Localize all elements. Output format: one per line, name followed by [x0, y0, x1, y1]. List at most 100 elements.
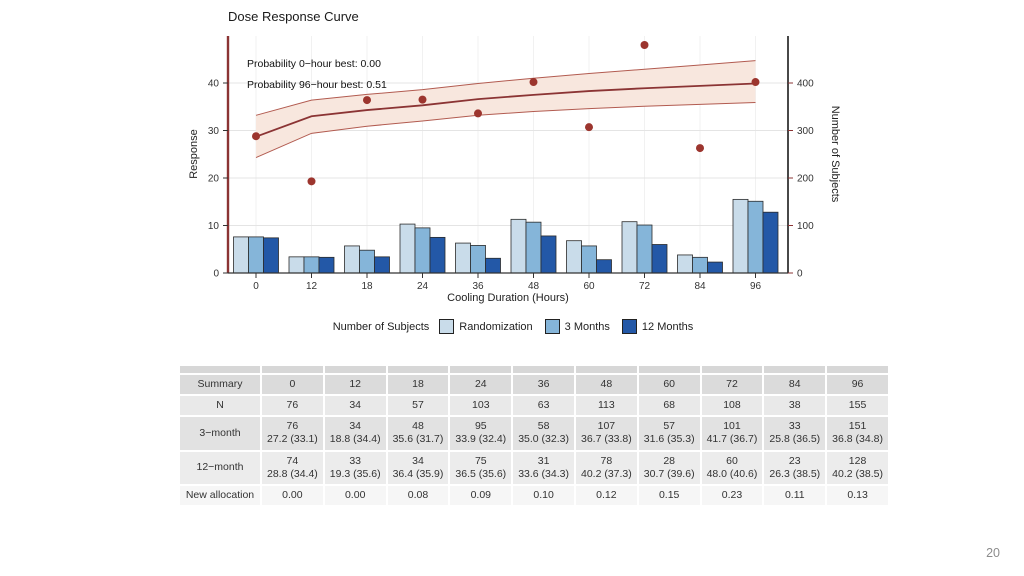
bar-randomization: [566, 240, 582, 274]
x-tick-label: 36: [472, 281, 484, 292]
chart-section: 0 10 20 30 40 0 100 200 300 400 0 12 18 24 36 48 60 72 84 9…: [183, 6, 843, 334]
bar-randomization: [344, 245, 360, 274]
bar-12-months: [374, 256, 390, 274]
table-cell: 155: [825, 394, 890, 418]
bar-12-months: [485, 257, 501, 274]
legend-label: Randomization: [459, 320, 533, 333]
table-cell: 151 36.8 (34.8): [825, 415, 890, 452]
data-point: [363, 96, 371, 105]
data-point: [640, 41, 649, 49]
table-cell: 12: [322, 372, 388, 397]
table-cell: 60 48.0 (40.6): [699, 449, 765, 486]
bar-3-months: [470, 245, 486, 274]
summary-table: Summary 0 12 18 24 36 48 60 72 84 96 N 76 34 57 103 63 11…: [178, 364, 890, 507]
legend-item: Randomization: [439, 319, 533, 334]
table-cell: [322, 364, 388, 375]
table-cell: 57: [385, 394, 451, 418]
bar-12-months: [429, 236, 446, 274]
table-cell: [385, 364, 451, 375]
table-cell: 84: [762, 372, 828, 397]
bar-12-months: [651, 244, 668, 274]
legend-swatch: [544, 319, 560, 334]
table-cell: 78 40.2 (37.3): [573, 449, 639, 486]
table-cell: [636, 364, 702, 375]
x-axis-title: Cooling Duration (Hours): [447, 292, 569, 304]
table-row-label: [178, 364, 262, 375]
table-cell: [825, 364, 890, 375]
bar-randomization: [455, 242, 471, 274]
data-point: [307, 177, 316, 186]
table-row: New allocation 0.00 0.00 0.08 0.09 0.10 0.12 0.…: [178, 483, 890, 507]
dose-response-curve: [255, 82, 756, 138]
right-tick-label: 0: [797, 269, 803, 280]
table-cell: 0.12: [573, 483, 639, 507]
table-cell: 0.11: [762, 483, 828, 507]
bar-3-months: [414, 227, 431, 274]
table-cell: 128 40.2 (38.5): [825, 449, 890, 486]
table-cell: 72: [699, 372, 765, 397]
table-cell: 0.09: [448, 483, 514, 507]
table-cell: 58 35.0 (32.3): [511, 415, 576, 452]
table-row-label: N: [178, 394, 262, 418]
confidence-band: [256, 60, 756, 158]
table-cell: [448, 364, 514, 375]
table-row-label: 12−month: [178, 449, 262, 486]
table-cell: [260, 364, 325, 375]
table-cell: 28 30.7 (39.6): [636, 449, 702, 486]
page-number: 20: [986, 546, 1000, 560]
table-cell: 0.08: [385, 483, 451, 507]
table-cell: 38: [762, 394, 828, 418]
right-tick-label: 100: [797, 221, 814, 232]
x-tick-label: 18: [361, 281, 373, 292]
right-tick-label: 300: [797, 126, 814, 137]
band-upper-line: [255, 60, 756, 116]
bar-randomization: [510, 218, 527, 274]
bar-12-months: [263, 237, 279, 274]
table-cell: 76: [260, 394, 325, 418]
table-cell: 18: [385, 372, 451, 397]
table-cell: [573, 364, 639, 375]
x-tick-label: 48: [528, 281, 540, 292]
legend-items: Randomization 3 Months 12 Months: [439, 319, 693, 334]
table-row: N 76 34 57 103 63 113 68 108 38 155: [178, 394, 890, 418]
x-tick-label: 60: [583, 281, 595, 292]
data-point: [418, 95, 427, 104]
annotation-prob-0hour: Probability 0−hour best: 0.00: [247, 58, 381, 70]
table-cell: 23 26.3 (38.5): [762, 449, 828, 486]
data-point: [474, 109, 482, 118]
table-cell: 75 36.5 (35.6): [448, 449, 514, 486]
table-cell: 48: [573, 372, 639, 397]
legend-swatch: [439, 319, 455, 334]
table-cell: 0: [260, 372, 325, 397]
y-right-axis-title: Number of Subjects: [829, 106, 841, 203]
bar-randomization: [732, 198, 749, 274]
table-cell: 63: [511, 394, 576, 418]
data-point: [252, 132, 260, 141]
table-cell: 48 35.6 (31.7): [385, 415, 451, 452]
right-tick-label: 400: [797, 79, 814, 90]
legend-item: 12 Months: [621, 319, 693, 334]
table-cell: 33 25.8 (36.5): [762, 415, 828, 452]
legend-label: 3 Months: [564, 320, 610, 333]
x-tick-label: 96: [750, 281, 762, 292]
table-cell: 0.23: [699, 483, 765, 507]
chart-legend: Number of Subjects Randomization 3 Months…: [183, 319, 843, 334]
table-cell: 103: [448, 394, 514, 418]
bar-3-months: [692, 256, 708, 274]
table-cell: [762, 364, 828, 375]
x-tick-label: 84: [694, 281, 706, 292]
table-cell: 36: [511, 372, 576, 397]
table-cell: 108: [699, 394, 765, 418]
bar-randomization: [233, 236, 249, 274]
bar-3-months: [248, 236, 264, 274]
table-cell: 95 33.9 (32.4): [448, 415, 514, 452]
table-row: [178, 364, 890, 375]
chart-title: Dose Response Curve: [228, 9, 359, 24]
x-tick-label: 12: [306, 281, 318, 292]
bar-3-months: [525, 221, 542, 274]
table-cell: 34 36.4 (35.9): [385, 449, 451, 486]
table-cell: 31 33.6 (34.3): [511, 449, 576, 486]
table-cell: [699, 364, 765, 375]
